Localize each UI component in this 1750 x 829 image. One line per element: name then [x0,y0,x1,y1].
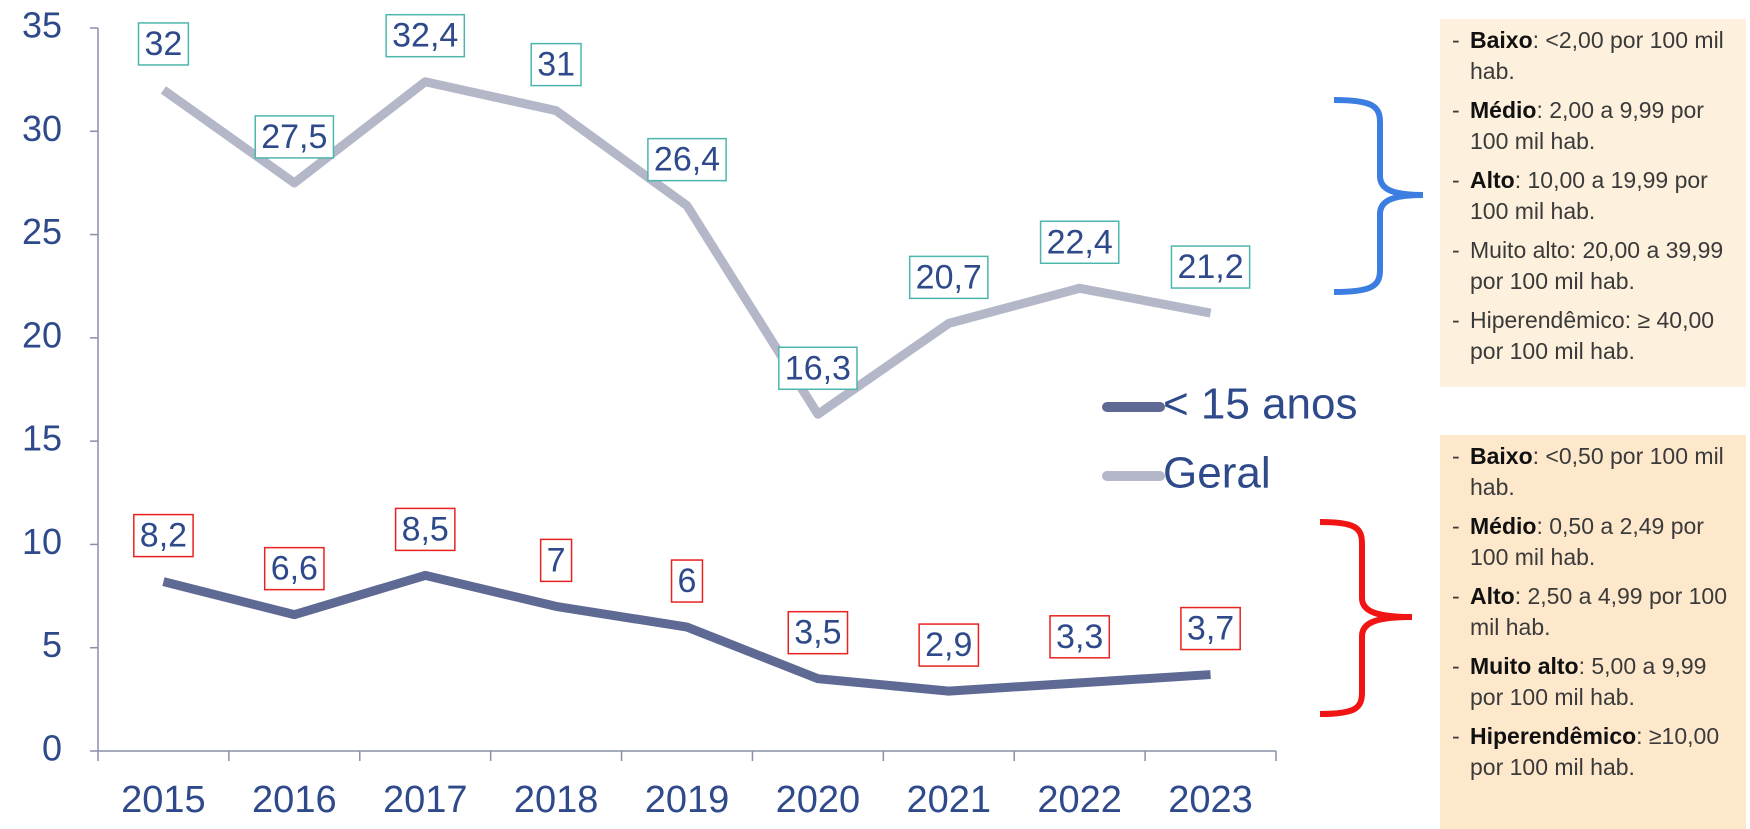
legend-item: Baixo: <0,50 por 100 mil hab. [1444,441,1738,503]
x-tick-label: 2021 [907,779,992,821]
data-label-box [263,546,325,591]
level-range: : 0,50 a 2,49 por 100 mil hab. [1470,513,1704,570]
legend-item: Alto: 2,50 a 4,99 por 100 mil hab. [1444,581,1738,643]
legend-item: Hiperendêmico: ≥ 40,00 por 100 mil hab. [1444,305,1738,367]
level-name: Baixo [1470,27,1533,53]
x-tick-label: 2016 [252,779,337,821]
data-label-box [133,513,194,558]
data-label-box [137,22,190,66]
legend-item: Muito alto: 5,00 a 9,99 por 100 mil hab. [1444,651,1738,713]
level-range: : 2,00 a 9,99 por 100 mil hab. [1470,97,1704,154]
legend-panel: Baixo: <0,50 por 100 mil hab. Médio: 0,50… [1440,435,1746,829]
chart: 0 5 10 15 20 25 30 35 2015 2016 2017 2018 2019 2020 20… [22,5,1424,821]
data-label: 32 [145,25,183,63]
level-range: : 10,00 a 19,99 por 100 mil hab. [1470,167,1708,224]
data-label-box [918,623,980,667]
level-range: : 2,50 a 4,99 por 100 mil hab. [1470,583,1727,640]
data-label: 22,4 [1047,223,1113,261]
data-label-box [254,115,335,159]
data-label-box [385,13,466,58]
level-name: Muito alto [1470,653,1579,679]
legend-panel: Baixo: <2,00 por 100 mil hab. Médio: 2,00… [1440,19,1746,387]
y-tick-label: 15 [22,418,62,459]
x-tick-label: 2015 [121,779,206,821]
data-label-box [1180,606,1241,651]
data-label: 2,9 [925,626,972,664]
y-tick-label: 20 [22,314,62,355]
data-label-box [394,507,456,552]
legend-item: Baixo: <2,00 por 100 mil hab. [1444,25,1738,87]
level-name: Hiperendêmico [1470,723,1637,749]
data-label: 3,7 [1187,610,1234,648]
series-line [160,77,1212,419]
data-label: 20,7 [916,258,982,296]
series-line [162,570,1211,696]
y-tick-label: 35 [22,5,62,46]
x-tick-label: 2022 [1037,779,1122,821]
y-tick-label: 0 [42,728,62,769]
data-label-box [539,538,573,583]
data-label-box [787,610,849,655]
level-range: Hiperendêmico: ≥ 40,00 por 100 mil hab. [1470,307,1715,364]
x-tick-label: 2020 [776,779,861,821]
level-name: Baixo [1470,443,1533,469]
data-label-box [1170,245,1251,289]
level-name: Alto [1470,167,1515,193]
data-label: 7 [547,541,566,579]
data-label-box [1049,615,1111,659]
legend-item: Médio: 0,50 a 2,49 por 100 mil hab. [1444,511,1738,573]
level-name: Médio [1470,97,1537,123]
data-label: 8,2 [140,517,187,555]
data-label: 3,3 [1056,618,1103,656]
y-tick-label: 5 [42,624,62,665]
data-label: 26,4 [654,141,720,179]
data-label-box [647,137,727,182]
data-label: 3,5 [794,614,841,652]
level-range: : 5,00 a 9,99 por 100 mil hab. [1470,653,1707,710]
legend-item: Hiperendêmico: ≥10,00 por 100 mil hab. [1444,721,1738,783]
level-name: Alto [1470,583,1515,609]
legend-label: Geral [1163,449,1271,498]
data-label: 16,3 [785,349,851,387]
y-tick-label: 10 [22,521,62,562]
data-label-box [530,42,582,87]
legend-item: Alto: 10,00 a 19,99 por 100 mil hab. [1444,165,1738,227]
data-label: 32,4 [392,17,458,55]
data-label: 6 [678,562,697,600]
y-tick-label: 30 [22,108,62,149]
data-label: 8,5 [402,510,449,548]
data-label-box [670,559,704,603]
x-tick-label: 2017 [383,779,468,821]
legend-item: Médio: 2,00 a 9,99 por 100 mil hab. [1444,95,1738,157]
level-name: Médio [1470,513,1537,539]
data-label-box [908,255,989,300]
data-label: 6,6 [271,550,318,588]
data-label: 31 [537,46,575,84]
level-range: Muito alto: 20,00 a 39,99 por 100 mil ha… [1470,237,1724,294]
data-label: 27,5 [261,118,327,156]
legend-item: Muito alto: 20,00 a 39,99 por 100 mil ha… [1444,235,1738,297]
level-range: : ≥10,00 por 100 mil hab. [1470,723,1720,780]
level-range: : <0,50 por 100 mil hab. [1470,443,1724,500]
legend-label: < 15 anos [1163,380,1358,429]
data-label: 21,2 [1177,248,1243,286]
level-range: : <2,00 por 100 mil hab. [1470,27,1724,84]
data-label-box [778,346,858,391]
data-label-box [1039,220,1120,265]
x-tick-label: 2023 [1168,779,1253,821]
brace [1333,97,1424,295]
y-tick-label: 25 [22,211,62,252]
x-tick-label: 2018 [514,779,599,821]
x-tick-label: 2019 [645,779,730,821]
